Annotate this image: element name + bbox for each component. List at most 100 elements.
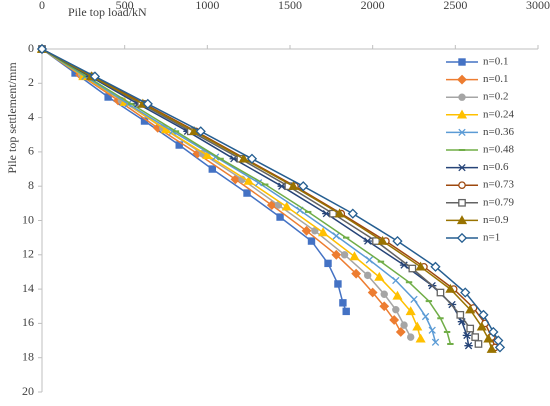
y-tick-label: 20: [22, 384, 34, 398]
series: [38, 45, 415, 341]
y-tick-label: 4: [28, 109, 34, 123]
y-tick-label: 14: [22, 281, 34, 295]
legend-label: n=0.79: [483, 196, 514, 208]
marker: [458, 93, 466, 101]
marker: [488, 326, 499, 338]
marker: [202, 150, 213, 160]
series: [38, 45, 440, 346]
marker: [288, 180, 299, 190]
marker: [392, 305, 400, 314]
marker: [243, 175, 254, 185]
marker: [168, 127, 177, 135]
marker: [246, 153, 258, 164]
marker: [483, 333, 494, 343]
series-line: [41, 48, 402, 333]
marker: [89, 71, 101, 82]
marker: [379, 301, 390, 312]
marker: [367, 287, 378, 298]
marker: [334, 280, 342, 288]
legend-label: n=0.73: [483, 179, 514, 191]
marker: [342, 307, 350, 316]
marker: [412, 321, 423, 331]
y-tick-label: 8: [28, 178, 34, 192]
series-line: [41, 48, 412, 338]
marker: [36, 43, 48, 55]
y-tick-label: 12: [22, 247, 34, 261]
series: [38, 48, 454, 345]
series-line: [41, 48, 347, 312]
marker: [406, 333, 415, 341]
marker: [457, 74, 467, 85]
legend-label: n=0.1: [483, 73, 508, 85]
x-tick-label: 1500: [278, 0, 302, 12]
series-line: [41, 48, 493, 350]
series-line: [41, 48, 452, 345]
marker: [400, 321, 408, 329]
marker: [332, 232, 340, 240]
series-line: [41, 48, 422, 339]
series: [36, 43, 506, 353]
marker: [471, 333, 480, 341]
marker: [458, 198, 466, 207]
x-tick-label: 500: [116, 0, 134, 12]
y-tick-label: 16: [22, 315, 34, 329]
y-tick-label: 6: [28, 144, 34, 158]
marker: [307, 237, 316, 245]
legend-label: n=0.48: [483, 144, 514, 156]
legend: n=0.1 n=0.1 n=0.2 n=0.24 n=0.36 n=0.48 n=0.6 n=…: [446, 56, 514, 244]
marker: [405, 306, 416, 316]
marker: [478, 309, 489, 320]
legend-box: [438, 52, 548, 246]
series-line: [41, 48, 470, 346]
marker: [324, 259, 332, 268]
series: [36, 43, 426, 343]
marker: [464, 342, 473, 350]
marker: [456, 215, 468, 225]
legend-label: n=0.6: [483, 161, 509, 173]
marker: [494, 342, 506, 353]
marker: [389, 315, 400, 325]
marker: [254, 179, 263, 187]
legend-label: n=0.1: [483, 56, 508, 68]
marker: [458, 58, 466, 66]
marker: [457, 163, 467, 172]
marker: [465, 304, 476, 314]
marker: [238, 153, 249, 163]
marker: [410, 295, 418, 304]
y-axis-title: Pile top settlement/mm: [5, 62, 19, 174]
marker: [431, 338, 440, 346]
x-tick-label: 1000: [195, 0, 219, 12]
marker: [349, 251, 360, 261]
marker: [456, 310, 465, 319]
series: [37, 45, 473, 350]
y-tick-label: 2: [28, 75, 34, 89]
marker: [365, 256, 374, 264]
marker: [208, 165, 216, 173]
marker: [456, 109, 468, 119]
marker: [436, 288, 445, 297]
marker: [364, 271, 372, 280]
marker: [195, 126, 206, 137]
marker: [347, 208, 358, 219]
marker: [428, 326, 436, 334]
x-axis-title: Pile top load/kN: [68, 5, 147, 19]
marker: [351, 268, 362, 279]
marker: [281, 201, 292, 211]
series: [38, 45, 483, 348]
marker: [456, 232, 468, 244]
x-tick-label: 3000: [526, 0, 550, 12]
marker: [476, 321, 487, 331]
y-tick-label: 10: [22, 212, 34, 226]
marker: [230, 174, 241, 185]
marker: [415, 261, 426, 271]
marker: [460, 287, 471, 298]
marker: [421, 312, 430, 321]
legend-label: n=0.2: [483, 91, 508, 103]
marker: [339, 299, 347, 307]
series: [37, 44, 406, 337]
marker: [392, 290, 403, 300]
marker: [445, 283, 456, 293]
series: [38, 45, 350, 316]
marker: [301, 225, 312, 236]
marker: [266, 200, 277, 210]
